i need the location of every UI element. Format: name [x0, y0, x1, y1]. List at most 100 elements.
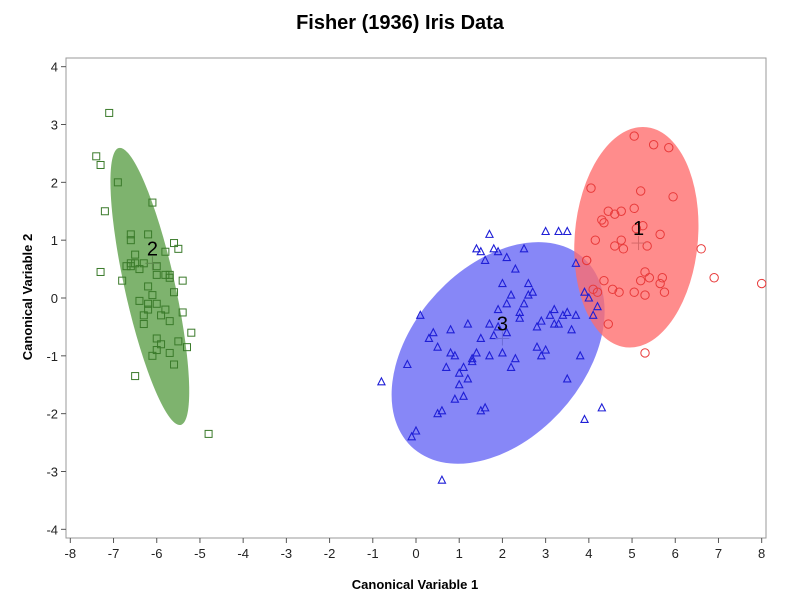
cluster-3-point — [446, 324, 456, 334]
cluster-2-point — [126, 236, 135, 245]
cluster-1-point — [648, 140, 659, 150]
cluster-1-point — [581, 255, 592, 266]
cluster-1-point — [644, 273, 655, 283]
x-tick-label: -4 — [237, 546, 249, 561]
cluster-1-point — [610, 241, 620, 251]
cluster-3-point — [433, 408, 443, 418]
cluster-3-point — [471, 243, 481, 253]
cluster-3-point — [592, 301, 602, 311]
cluster-1-point — [610, 209, 620, 219]
cluster-3-point — [497, 347, 507, 357]
cluster-1-point — [668, 192, 678, 202]
cluster-1-label: 1 — [633, 218, 644, 240]
cluster-2-point — [165, 317, 174, 326]
cluster-1-point — [616, 206, 626, 216]
cluster-1-point — [586, 183, 596, 193]
cluster-3-point — [571, 310, 581, 319]
cluster-2-point — [152, 270, 161, 279]
cluster-2-point — [152, 299, 161, 308]
cluster-2-point — [113, 178, 122, 187]
cluster-3-point — [463, 318, 473, 328]
cluster-2-point — [170, 360, 179, 369]
cluster-2-point — [161, 247, 170, 256]
cluster-2-point — [174, 337, 183, 346]
cluster-1-ellipse — [574, 127, 699, 348]
cluster-2-point — [122, 262, 131, 271]
y-tick-label: 3 — [51, 118, 58, 133]
cluster-3-point — [441, 362, 451, 371]
cluster-3-point — [484, 318, 494, 328]
cluster-2-point — [144, 282, 153, 291]
cluster-3-point — [545, 310, 555, 319]
cluster-2-point — [165, 348, 174, 357]
cluster-1-point — [629, 131, 639, 141]
cluster-2-point — [126, 259, 135, 268]
cluster-3-point — [510, 353, 520, 363]
x-tick-label: 0 — [412, 546, 419, 561]
cluster-1-point — [629, 287, 639, 297]
cluster-3-point — [446, 347, 456, 357]
cluster-2-label: 2 — [147, 238, 158, 260]
cluster-3-point — [506, 289, 516, 299]
cluster-3-point — [532, 321, 542, 331]
cluster-2-point — [118, 276, 127, 285]
cluster-3-point — [476, 405, 486, 415]
cluster-2-point — [170, 239, 179, 248]
cluster-2-point — [182, 343, 191, 352]
cluster-3-point — [510, 263, 520, 273]
cluster-2-point — [96, 267, 105, 276]
cluster-1-point — [590, 235, 601, 245]
cluster-1-point — [603, 206, 613, 216]
points-layer — [92, 108, 767, 484]
cluster-3-point — [411, 425, 421, 435]
cluster-2-point — [144, 230, 153, 239]
cluster-3-point — [584, 292, 594, 302]
cluster-1-point — [696, 244, 706, 254]
cluster-3-point — [476, 246, 486, 256]
cluster-3-point — [407, 431, 417, 441]
cluster-3-point — [597, 402, 607, 412]
cluster-1-point — [616, 235, 626, 245]
cluster-1-point — [635, 186, 646, 196]
cluster-1-point — [655, 278, 665, 289]
cluster-1-point — [655, 229, 665, 240]
cluster-3-point — [506, 362, 516, 371]
cluster-2-ellipse — [110, 147, 190, 426]
x-tick-label: 7 — [715, 546, 722, 561]
cluster-1-point — [756, 278, 767, 289]
cluster-3-point — [484, 229, 494, 238]
cluster-1-point — [659, 287, 670, 297]
cluster-2-point — [96, 160, 105, 169]
cluster-2-point — [148, 291, 157, 300]
cluster-2-point — [148, 351, 157, 360]
cluster-2-point — [170, 288, 179, 297]
cluster-3-point — [554, 318, 564, 328]
cluster-2-point — [131, 250, 140, 259]
cluster-3-point — [502, 327, 512, 337]
cluster-3-point — [454, 367, 464, 377]
cluster-1-point — [709, 273, 719, 283]
cluster-3-point — [588, 310, 598, 319]
cluster-3-point — [376, 376, 386, 386]
cluster-3-point — [484, 350, 494, 360]
cluster-3-point — [493, 321, 503, 331]
cluster-3-point — [541, 344, 551, 354]
centroid-layer — [145, 236, 646, 346]
x-tick-label: -7 — [108, 546, 120, 561]
cluster-3-point — [424, 333, 434, 343]
cluster-3-point — [536, 315, 546, 325]
cluster-3-point — [428, 327, 438, 337]
cluster-label-layer: 2 3 1 — [147, 218, 644, 335]
cluster-3-point — [515, 307, 525, 317]
cluster-3-point — [489, 243, 499, 253]
cluster-1-point — [657, 273, 667, 283]
cluster-2-point — [139, 311, 148, 320]
y-tick-label: 4 — [51, 60, 58, 75]
cluster-2-point — [131, 372, 140, 381]
cluster-1-point — [599, 275, 609, 286]
chart-title: Fisher (1936) Iris Data — [296, 12, 505, 34]
cluster-2-point — [157, 311, 166, 320]
cluster-1-point — [614, 287, 624, 297]
ellipse-layer — [110, 127, 699, 464]
cluster-3-point — [554, 226, 564, 236]
